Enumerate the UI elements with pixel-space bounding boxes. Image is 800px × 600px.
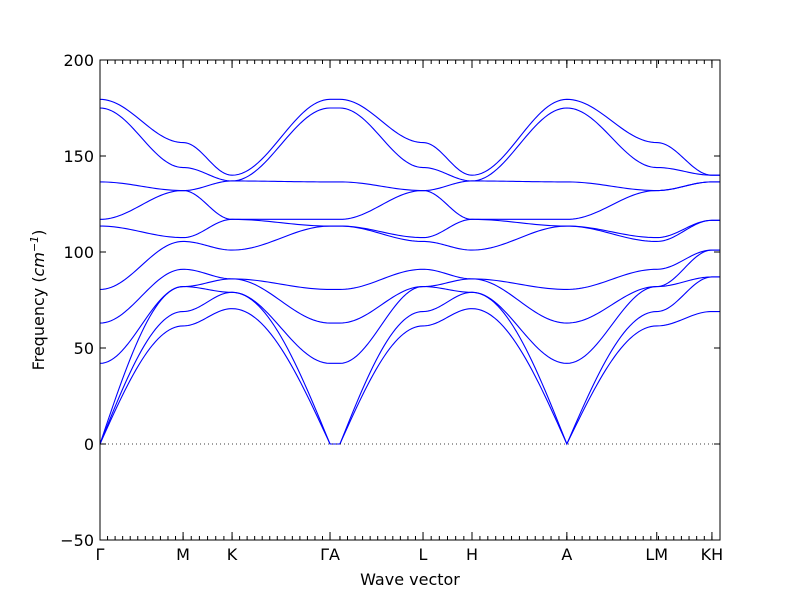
x-tick-label: M: [176, 545, 190, 564]
x-tick-label: A: [561, 545, 572, 564]
x-axis-label: Wave vector: [360, 570, 460, 589]
y-axis-label: Frequency (cm−1): [28, 230, 48, 371]
band-line-9: [100, 180, 720, 192]
x-tick-label: Γ: [96, 545, 105, 564]
band-line-3: [100, 276, 720, 445]
plot-frame: [99, 59, 721, 541]
x-tick-label: K: [227, 545, 238, 564]
band-line-7: [100, 218, 720, 239]
x-tick-label: LM: [645, 545, 668, 564]
band-line-8: [100, 181, 720, 220]
x-tick-label: L: [419, 545, 428, 564]
band-line-10: [100, 107, 720, 182]
y-axis-label-unit-exp: −1: [28, 236, 41, 252]
y-axis-label-open-paren: (: [29, 276, 48, 287]
y-axis-label-close-paren: ): [29, 230, 48, 236]
y-tick-label: 0: [84, 435, 94, 454]
x-tick-label: H: [466, 545, 478, 564]
x-tick-label: ΓA: [320, 545, 340, 564]
band-line-4: [100, 249, 720, 364]
y-axis-label-text: Frequency: [29, 288, 48, 371]
band-line-11: [100, 98, 720, 176]
band-line-1: [100, 308, 720, 446]
band-line-5: [100, 249, 720, 324]
y-axis-ticks: −50 0 50 100 150 200: [60, 51, 720, 550]
y-tick-label: 200: [63, 51, 94, 70]
band-line-2: [100, 276, 720, 446]
x-axis-ticks: Γ M K ΓA L H A LM KH: [96, 60, 724, 564]
y-tick-label: 100: [63, 243, 94, 262]
y-axis-label-unit: cm: [29, 252, 48, 276]
y-tick-label: −50: [60, 531, 94, 550]
y-tick-label: 50: [74, 339, 94, 358]
x-tick-label: KH: [701, 545, 724, 564]
band-lines: [100, 98, 720, 446]
y-tick-label: 150: [63, 147, 94, 166]
band-line-6: [100, 219, 720, 290]
